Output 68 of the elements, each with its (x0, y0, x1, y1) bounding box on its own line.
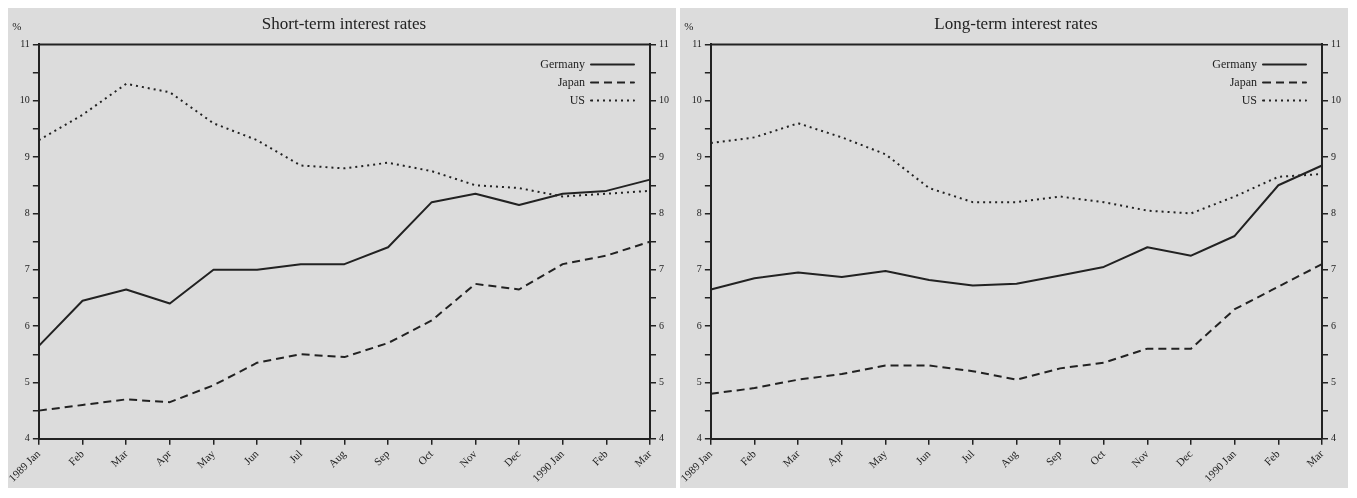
y2-tick-label: 5 (659, 376, 664, 388)
legend-label: Germany (1212, 56, 1257, 71)
x-tick-label: Feb (737, 447, 759, 468)
x-tick-label: Apr (152, 447, 174, 469)
y-axis-title: % (684, 19, 694, 32)
y2-tick-label: 5 (1331, 376, 1336, 388)
y2-tick-label: 7 (659, 263, 664, 275)
y2-tick-label: 8 (1331, 207, 1336, 219)
x-tick-label: Jul (286, 447, 305, 465)
y-tick-label: 7 (24, 263, 30, 275)
y-tick-label: 11 (692, 38, 702, 50)
x-tick-label: Sep (1043, 447, 1064, 468)
y2-tick-label: 10 (1331, 94, 1341, 106)
y2-tick-label: 10 (659, 94, 669, 106)
x-tick-label: Jul (958, 447, 977, 465)
x-tick-label: Mar (780, 447, 802, 469)
x-tick-label: Dec (501, 447, 523, 469)
x-tick-label: Oct (1087, 447, 1108, 468)
x-tick-label: Aug (998, 447, 1021, 470)
x-tick-label: Nov (1128, 447, 1152, 470)
y-tick-label: 6 (24, 319, 30, 331)
y-tick-label: 5 (696, 376, 702, 388)
x-tick-label: May (194, 447, 218, 471)
x-tick-label: Mar (1304, 447, 1326, 469)
x-tick-label: Mar (108, 447, 130, 469)
x-tick-label: Feb (65, 447, 87, 468)
y-tick-label: 10 (691, 94, 702, 106)
x-tick-label: Mar (632, 447, 654, 469)
y2-tick-label: 6 (659, 319, 664, 331)
x-tick-label: Jun (241, 447, 261, 467)
y-tick-label: 8 (696, 207, 702, 219)
legend-label: US (1241, 92, 1257, 107)
y-axis-title: % (12, 19, 22, 32)
x-tick-label: Sep (371, 447, 392, 468)
x-tick-label: Dec (1173, 447, 1195, 469)
x-tick-label: Apr (824, 447, 846, 469)
legend-label: Germany (540, 56, 585, 71)
x-tick-label: May (866, 447, 890, 471)
y2-tick-label: 4 (659, 432, 664, 444)
y2-tick-label: 11 (659, 38, 669, 50)
y2-tick-label: 8 (659, 207, 664, 219)
x-tick-label: Feb (1261, 447, 1283, 468)
y-tick-label: 10 (19, 94, 30, 106)
chart-title: Long-term interest rates (934, 13, 1098, 33)
x-tick-label: Feb (589, 447, 611, 468)
y2-tick-label: 6 (1331, 319, 1336, 331)
y-tick-label: 5 (24, 376, 30, 388)
x-tick-label: Jun (913, 447, 933, 467)
y-tick-label: 7 (696, 263, 702, 275)
y-tick-label: 8 (24, 207, 30, 219)
y-tick-label: 11 (20, 38, 30, 50)
x-tick-label: Oct (415, 447, 436, 468)
y2-tick-label: 9 (659, 150, 664, 162)
y-tick-label: 9 (696, 150, 702, 162)
legend-label: US (569, 92, 585, 107)
x-tick-label: Nov (456, 447, 480, 470)
legend-label: Japan (557, 74, 585, 89)
chart-title: Short-term interest rates (261, 13, 427, 33)
y2-tick-label: 11 (1331, 38, 1341, 50)
y-tick-label: 9 (24, 150, 30, 162)
y2-tick-label: 4 (1331, 432, 1336, 444)
y-tick-label: 6 (696, 319, 702, 331)
legend-label: Japan (1229, 74, 1257, 89)
y2-tick-label: 7 (1331, 263, 1336, 275)
y-tick-label: 4 (24, 432, 30, 444)
x-tick-label: Aug (326, 447, 349, 470)
y-tick-label: 4 (696, 432, 702, 444)
y2-tick-label: 9 (1331, 150, 1336, 162)
